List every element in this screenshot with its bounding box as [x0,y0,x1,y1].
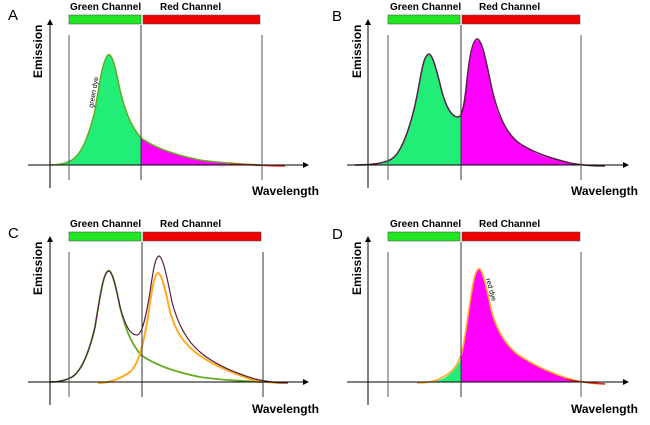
red-channel-bar [461,231,581,242]
red-channel-label: Red Channel [479,2,540,13]
combined-curve [49,255,289,384]
panel-label: D [332,226,343,243]
panel-label: C [8,225,19,242]
green-channel-bar [387,14,461,25]
red-channel-bar [142,14,261,25]
panel-a: A Green Channel Red Channel green dye Em… [8,2,319,198]
magenta-area [461,40,581,165]
green-area [370,54,461,165]
y-axis-label: Emission [350,242,364,295]
y-axis-label: Emission [31,242,45,295]
green-channel-bar [68,231,142,242]
magenta-area [461,269,583,382]
red-channel-bar [142,231,262,242]
red-channel-label: Red Channel [160,219,221,230]
panel-label: B [332,8,342,25]
panel-b: B Green Channel Red Channel Emission Wav… [332,2,638,198]
panel-d: D Green Channel Red Channel red dye Emis… [332,219,638,416]
red-dye-curve [97,271,286,384]
green-channel-label: Green Channel [390,219,461,230]
x-axis-label: Wavelength [252,184,319,198]
green-area [432,359,461,382]
x-axis-label: Wavelength [571,184,638,198]
x-axis-label: Wavelength [571,402,638,416]
panel-label: A [8,7,18,24]
x-axis-label: Wavelength [252,402,319,416]
red-channel-label: Red Channel [160,2,221,13]
red-channel-label: Red Channel [479,219,540,230]
combined-curve [354,38,606,167]
green-channel-label: Green Channel [70,219,141,230]
green-dye-curve [49,54,263,166]
green-channel-label: Green Channel [390,2,461,13]
green-channel-bar [387,231,461,242]
magenta-area [141,138,262,165]
y-axis-label: Emission [31,25,45,78]
red-channel-bar [461,14,581,25]
green-channel-bar [68,14,142,25]
red-dye-curve [416,268,606,385]
panel-c: C Green Channel Red Channel Emission Wav… [8,219,319,416]
green-channel-label: Green Channel [70,2,141,13]
y-axis-label: Emission [350,25,364,78]
